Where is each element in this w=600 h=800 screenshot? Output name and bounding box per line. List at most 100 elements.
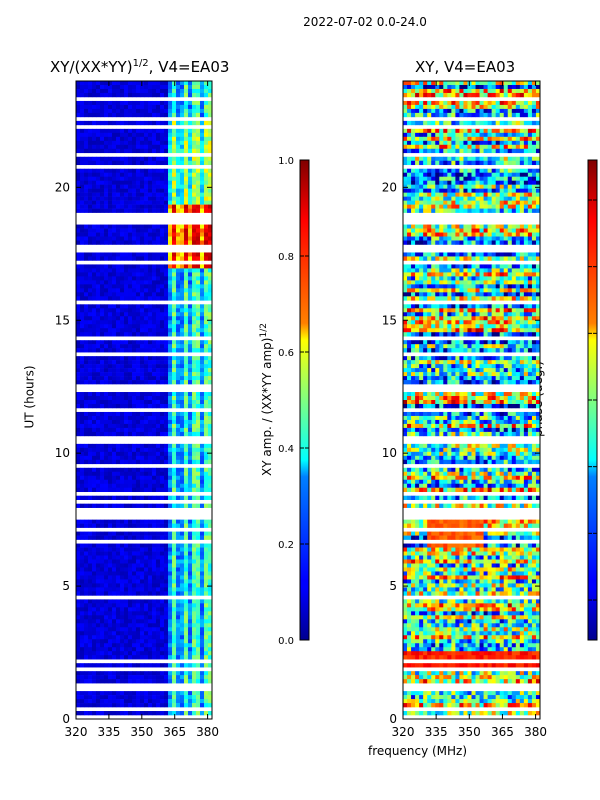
left-heatmap-cell bbox=[112, 647, 117, 652]
left-heatmap-cell bbox=[204, 172, 209, 177]
left-heatmap-cell bbox=[144, 140, 149, 146]
left-heatmap-cell bbox=[80, 627, 85, 632]
left-heatmap-cell bbox=[88, 619, 93, 624]
left-heatmap-cell bbox=[168, 348, 173, 353]
left-heatmap-cell bbox=[152, 296, 157, 301]
left-heatmap-cell bbox=[208, 675, 213, 680]
left-heatmap-cell bbox=[200, 324, 205, 329]
left-heatmap-cell bbox=[140, 635, 145, 640]
left-heatmap-cell bbox=[108, 679, 113, 684]
right-heatmap-cell bbox=[435, 148, 440, 154]
left-heatmap-cell bbox=[192, 280, 197, 285]
left-heatmap-cell bbox=[84, 607, 89, 612]
left-heatmap-cell bbox=[96, 396, 101, 401]
left-heatmap-cell bbox=[208, 184, 213, 189]
left-heatmap-cell bbox=[164, 88, 169, 94]
left-heatmap-cell bbox=[132, 619, 137, 624]
left-heatmap-cell bbox=[124, 579, 129, 584]
left-heatmap-cell bbox=[88, 547, 93, 552]
right-heatmap-cell bbox=[435, 168, 440, 174]
left-heatmap-cell bbox=[188, 308, 193, 313]
left-heatmap-cell bbox=[84, 81, 89, 86]
right-heatmap-cell bbox=[423, 100, 428, 106]
left-heatmap-cell bbox=[172, 296, 177, 301]
left-heatmap-cell bbox=[152, 615, 157, 620]
left-heatmap-cell bbox=[172, 140, 177, 146]
left-heatmap-cell bbox=[200, 172, 205, 177]
right-heatmap-cell bbox=[407, 104, 412, 110]
left-heatmap-cell bbox=[136, 587, 141, 592]
left-heatmap-cell bbox=[112, 132, 117, 138]
right-heatmap-cell bbox=[451, 160, 456, 166]
left-heatmap-cell bbox=[168, 160, 173, 166]
left-heatmap-cell bbox=[144, 228, 149, 233]
left-heatmap-cell bbox=[84, 140, 89, 146]
left-heatmap-cell bbox=[184, 711, 189, 716]
left-heatmap-cell bbox=[148, 280, 153, 285]
left-heatmap-cell bbox=[200, 427, 205, 433]
right-heatmap-cell bbox=[519, 168, 525, 174]
left-heatmap-cell bbox=[92, 168, 97, 174]
right-heatmap-cell bbox=[403, 168, 408, 174]
left-heatmap-cell bbox=[184, 647, 189, 652]
left-heatmap-cell bbox=[128, 276, 133, 281]
left-heatmap-cell bbox=[172, 559, 177, 564]
left-heatmap-cell bbox=[108, 427, 113, 433]
left-heatmap-cell bbox=[180, 160, 185, 166]
left-heatmap-cell bbox=[140, 168, 145, 174]
left-heatmap-cell bbox=[124, 647, 129, 652]
right-heatmap-cell bbox=[471, 136, 476, 142]
left-heatmap-cell bbox=[80, 196, 85, 201]
left-heatmap-cell bbox=[156, 607, 161, 612]
left-heatmap-cell bbox=[96, 320, 101, 325]
left-heatmap-cell bbox=[204, 292, 209, 297]
left-heatmap-cell bbox=[152, 188, 157, 193]
left-heatmap-cell bbox=[208, 84, 213, 90]
left-heatmap-cell bbox=[112, 619, 117, 624]
left-heatmap-cell bbox=[80, 324, 85, 329]
left-heatmap-cell bbox=[124, 603, 129, 608]
left-heatmap-cell bbox=[200, 276, 205, 281]
left-heatmap-cell bbox=[80, 555, 85, 560]
left-heatmap-cell bbox=[92, 400, 97, 405]
left-heatmap-cell bbox=[88, 312, 93, 317]
left-heatmap-cell bbox=[156, 324, 161, 329]
left-heatmap-cell bbox=[140, 292, 145, 297]
left-heatmap-cell bbox=[136, 475, 141, 481]
left-heatmap-cell bbox=[192, 304, 197, 309]
left-heatmap-cell bbox=[92, 503, 97, 508]
left-heatmap-cell bbox=[76, 535, 81, 540]
right-heatmap-cell bbox=[415, 148, 420, 154]
left-heatmap-cell bbox=[84, 711, 89, 716]
right-heatmap-cell bbox=[435, 172, 440, 177]
left-heatmap-cell bbox=[156, 228, 161, 233]
left-heatmap-cell bbox=[168, 276, 173, 281]
left-heatmap-cell bbox=[200, 204, 205, 209]
left-heatmap-cell bbox=[156, 587, 161, 592]
left-heatmap-cell bbox=[92, 196, 97, 201]
left-heatmap-cell bbox=[200, 567, 205, 572]
right-heatmap-cell bbox=[531, 156, 537, 162]
left-heatmap-cell bbox=[116, 627, 121, 632]
left-heatmap-cell bbox=[92, 264, 97, 269]
left-heatmap-cell bbox=[108, 252, 113, 257]
left-heatmap-cell bbox=[112, 88, 117, 94]
left-heatmap-cell bbox=[136, 483, 141, 489]
right-heatmap-cell bbox=[487, 156, 492, 162]
left-heatmap-cell bbox=[176, 348, 181, 353]
right-heatmap-cell bbox=[403, 140, 408, 146]
left-heatmap-cell bbox=[200, 671, 205, 676]
left-heatmap-cell bbox=[172, 328, 177, 333]
right-heatmap-cell bbox=[471, 132, 476, 138]
left-heatmap-cell bbox=[196, 611, 201, 616]
left-heatmap-cell bbox=[104, 475, 109, 481]
right-heatmap-cell bbox=[531, 120, 537, 126]
left-heatmap-cell bbox=[200, 663, 205, 668]
left-heatmap-cell bbox=[184, 236, 189, 241]
left-heatmap-cell bbox=[108, 128, 113, 134]
left-heatmap-cell bbox=[204, 156, 209, 162]
left-heatmap-cell bbox=[204, 587, 209, 592]
left-heatmap-cell bbox=[176, 88, 181, 94]
left-heatmap-cell bbox=[132, 396, 137, 401]
left-heatmap-cell bbox=[164, 523, 169, 528]
